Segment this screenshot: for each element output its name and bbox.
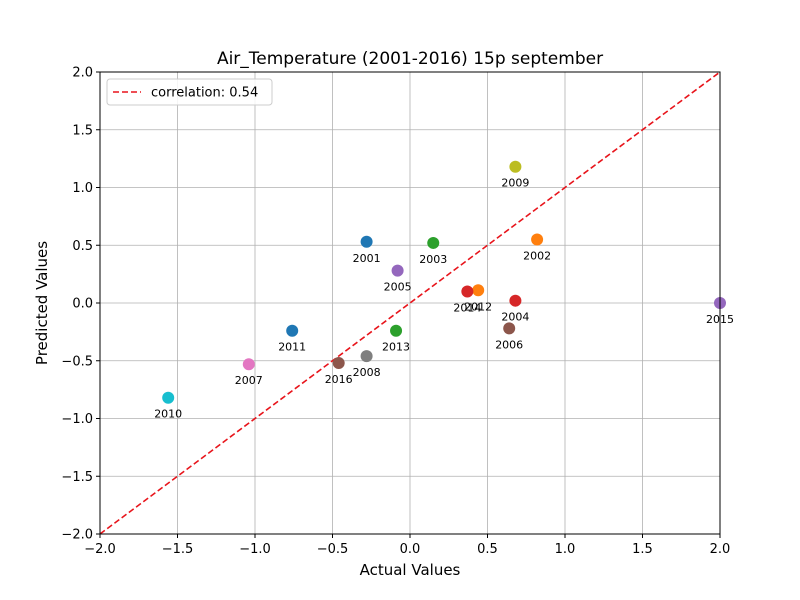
point-year-label: 2010 <box>154 408 182 421</box>
y-tick-label: 1.5 <box>72 123 93 138</box>
data-point <box>391 264 404 277</box>
data-point <box>332 357 345 370</box>
point-year-label: 2005 <box>384 281 412 294</box>
y-tick-label: −1.0 <box>61 412 93 427</box>
data-point <box>427 236 440 249</box>
point-year-label: 2004 <box>501 311 529 324</box>
point-year-label: 2012 <box>464 300 492 313</box>
x-axis-ticks: −2.0 −1.5 −1.0 −0.5 0.0 0.5 1.0 1.5 2.0 <box>84 534 730 557</box>
point-year-label: 2002 <box>523 249 551 262</box>
y-axis-ticks: −2.0 −1.5 −1.0 −0.5 0.0 0.5 1.0 1.5 2.0 <box>61 66 100 543</box>
x-tick-label: 1.5 <box>632 542 653 557</box>
point-year-label: 2003 <box>419 253 447 266</box>
reference-line-layer <box>100 72 720 534</box>
point-year-label: 2014 <box>453 301 481 314</box>
x-tick-label: 1.0 <box>555 542 576 557</box>
point-year-label: 2006 <box>495 338 523 351</box>
x-tick-label: −0.5 <box>317 542 349 557</box>
x-tick-label: −2.0 <box>84 542 116 557</box>
y-tick-label: −1.5 <box>61 470 93 485</box>
y-tick-label: 1.0 <box>72 181 93 196</box>
chart-title: Air_Temperature (2001-2016) 15p septembe… <box>217 49 603 69</box>
x-tick-label: 0.5 <box>477 542 498 557</box>
x-tick-label: −1.0 <box>239 542 271 557</box>
data-point <box>390 324 403 337</box>
legend: correlation: 0.54 <box>106 78 273 106</box>
data-point <box>360 350 373 363</box>
data-point <box>503 322 516 335</box>
y-tick-label: −2.0 <box>61 528 93 543</box>
data-point <box>509 294 522 307</box>
x-tick-label: −1.5 <box>162 542 194 557</box>
point-year-label: 2001 <box>353 252 381 265</box>
data-point <box>461 285 474 298</box>
x-tick-label: 0.0 <box>400 542 421 557</box>
data-point <box>242 358 255 371</box>
data-point <box>162 391 175 404</box>
point-year-label: 2016 <box>325 373 353 386</box>
legend-label: correlation: 0.54 <box>151 86 258 101</box>
data-point <box>360 235 373 248</box>
x-axis-label: Actual Values <box>360 561 461 579</box>
data-point <box>472 284 485 297</box>
y-axis-label: Predicted Values <box>33 241 51 365</box>
point-year-label: 2011 <box>278 341 306 354</box>
points-layer: 2001 2002 2003 2004 2005 2006 2007 2008 2009 2010… <box>154 160 734 421</box>
y-tick-label: 2.0 <box>72 66 93 81</box>
point-year-label: 2008 <box>353 366 381 379</box>
correlation-reference-line <box>100 72 720 534</box>
data-point <box>531 233 544 246</box>
y-tick-label: 0.0 <box>72 297 93 312</box>
point-year-label: 2009 <box>501 177 529 190</box>
point-year-label: 2013 <box>382 341 410 354</box>
data-point <box>286 324 299 337</box>
point-year-label: 2007 <box>235 374 263 387</box>
y-tick-label: −0.5 <box>61 354 93 369</box>
legend-box <box>106 78 273 106</box>
x-tick-label: 2.0 <box>710 542 731 557</box>
y-tick-label: 0.5 <box>72 239 93 254</box>
data-point <box>509 160 522 173</box>
